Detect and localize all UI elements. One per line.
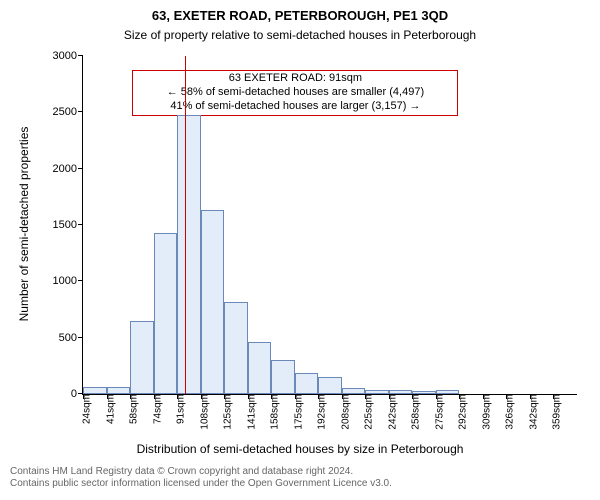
callout-line-3: 41% of semi-detached houses are larger (…: [133, 99, 457, 113]
histogram-bar: [271, 360, 295, 394]
x-tick-label: 242sqm: [385, 394, 398, 430]
x-tick-label: 141sqm: [244, 394, 257, 430]
x-tick-label: 91sqm: [174, 394, 187, 424]
y-tick-label: 2500: [53, 106, 83, 118]
histogram-bar: [318, 377, 342, 394]
x-tick-label: 74sqm: [150, 394, 163, 424]
histogram-bar: [248, 342, 272, 394]
histogram-bar: [295, 373, 319, 394]
x-tick-label: 41sqm: [103, 394, 116, 424]
attribution-footer: Contains HM Land Registry data © Crown c…: [10, 466, 392, 490]
x-tick-label: 125sqm: [221, 394, 234, 430]
histogram-bar: [154, 233, 178, 394]
x-tick-label: 58sqm: [127, 394, 140, 424]
x-tick-label: 258sqm: [409, 394, 422, 430]
callout-line-1: 63 EXETER ROAD: 91sqm: [133, 71, 457, 85]
y-tick-label: 1000: [53, 275, 83, 287]
chart-title-sub: Size of property relative to semi-detach…: [0, 28, 600, 42]
histogram-bar: [130, 321, 154, 394]
histogram-bar: [224, 302, 248, 394]
footer-line-2: Contains public sector information licen…: [10, 478, 392, 490]
callout-line-2: ← 58% of semi-detached houses are smalle…: [133, 85, 457, 99]
chart-container: 63, EXETER ROAD, PETERBOROUGH, PE1 3QD S…: [0, 0, 600, 500]
x-axis-label: Distribution of semi-detached houses by …: [0, 442, 600, 456]
x-tick-label: 342sqm: [526, 394, 539, 430]
y-tick-mark: [78, 337, 83, 338]
x-tick-label: 359sqm: [550, 394, 563, 430]
x-tick-label: 326sqm: [503, 394, 516, 430]
x-tick-label: 208sqm: [338, 394, 351, 430]
y-tick-label: 500: [59, 332, 83, 344]
chart-title-main: 63, EXETER ROAD, PETERBOROUGH, PE1 3QD: [0, 8, 600, 23]
x-tick-label: 24sqm: [80, 394, 93, 424]
y-tick-label: 3000: [53, 50, 83, 62]
histogram-bar: [201, 210, 225, 394]
x-tick-label: 275sqm: [432, 394, 445, 430]
x-tick-label: 225sqm: [362, 394, 375, 430]
x-tick-label: 292sqm: [456, 394, 469, 430]
y-tick-mark: [78, 280, 83, 281]
x-tick-label: 175sqm: [291, 394, 304, 430]
y-tick-mark: [78, 111, 83, 112]
callout-box: 63 EXETER ROAD: 91sqm ← 58% of semi-deta…: [132, 70, 458, 116]
plot-area: 63 EXETER ROAD: 91sqm ← 58% of semi-deta…: [82, 56, 577, 395]
histogram-bar: [83, 387, 107, 394]
x-tick-label: 108sqm: [197, 394, 210, 430]
y-tick-mark: [78, 55, 83, 56]
x-tick-label: 192sqm: [315, 394, 328, 430]
x-tick-label: 309sqm: [479, 394, 492, 430]
y-tick-label: 2000: [53, 163, 83, 175]
footer-line-1: Contains HM Land Registry data © Crown c…: [10, 466, 392, 478]
y-tick-mark: [78, 224, 83, 225]
y-axis-label: Number of semi-detached properties: [17, 74, 31, 374]
histogram-bar: [177, 115, 201, 394]
y-tick-mark: [78, 168, 83, 169]
property-marker-line: [185, 56, 186, 394]
histogram-bar: [107, 387, 131, 394]
x-tick-label: 158sqm: [268, 394, 281, 430]
y-tick-label: 1500: [53, 219, 83, 231]
